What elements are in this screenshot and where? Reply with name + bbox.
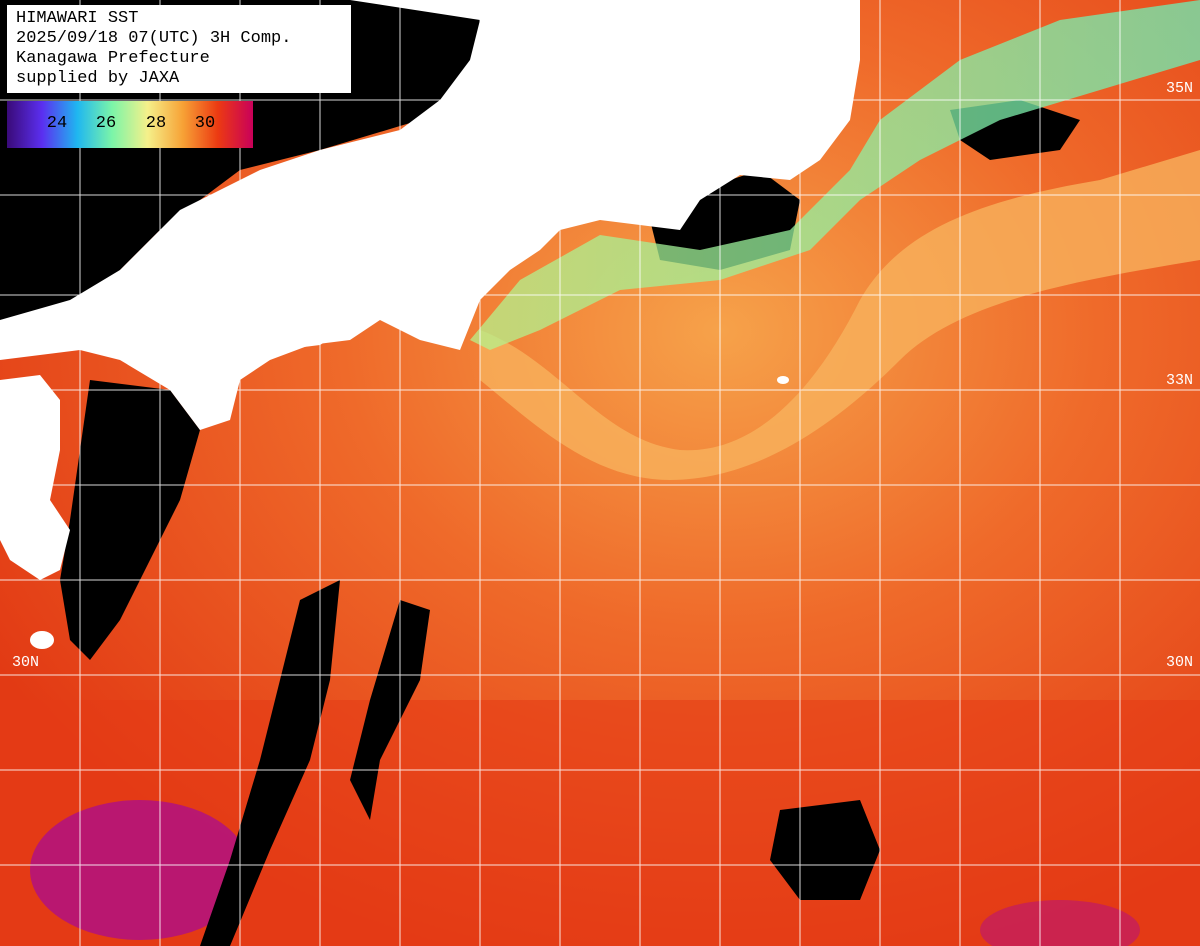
legend-tick-30: 30 — [194, 114, 216, 133]
cloud-mask-center — [200, 580, 340, 946]
latitude-label-30n-left: 30N — [12, 654, 40, 671]
latitude-label-33n: 33N — [1166, 372, 1194, 389]
shikoku-land — [240, 265, 370, 350]
latitude-label-35n: 35N — [1166, 80, 1194, 97]
cloud-mask-center-2 — [350, 600, 430, 820]
honshu-land — [0, 0, 860, 430]
hot-sea-patch — [30, 800, 250, 940]
island-land-2 — [777, 376, 789, 384]
coastal-cool-band — [470, 0, 1200, 350]
map-title: HIMAWARI SST — [16, 9, 139, 28]
cloud-mask-south — [770, 800, 880, 900]
island-land — [30, 631, 54, 649]
sst-legend-colorbar — [7, 101, 253, 148]
map-timestamp: 2025/09/18 07(UTC) 3H Comp. — [16, 29, 292, 48]
longitude-label-136e: 136E — [481, 2, 498, 39]
hot-sea-patch-2 — [980, 900, 1140, 946]
kyushu-land — [0, 375, 70, 580]
map-region: Kanagawa Prefecture — [16, 49, 210, 68]
latitude-label-30n-right: 30N — [1166, 654, 1194, 671]
map-credit: supplied by JAXA — [16, 69, 180, 88]
legend-tick-24: 24 — [46, 114, 68, 133]
cool-swirl — [480, 150, 1200, 480]
map-title-box: HIMAWARI SST 2025/09/18 07(UTC) 3H Comp.… — [7, 5, 351, 93]
legend-tick-26: 26 — [95, 114, 117, 133]
cloud-mask-kyushu — [60, 380, 200, 660]
legend-tick-28: 28 — [145, 114, 167, 133]
